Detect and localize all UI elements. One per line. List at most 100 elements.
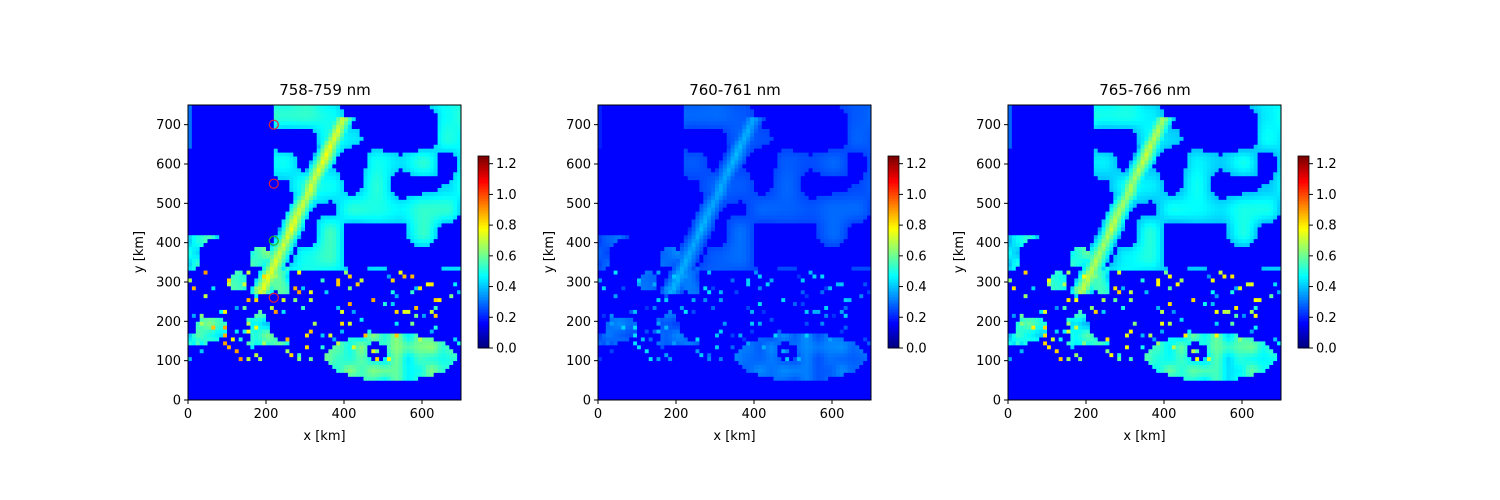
heatmap-cell: [285, 191, 290, 196]
heatmap-cell: [371, 219, 376, 224]
heatmap-cell: [238, 179, 243, 185]
heatmap-cell: [359, 183, 364, 188]
heatmap-cell: [308, 175, 314, 181]
heatmap-cell: [289, 238, 294, 244]
heatmap-cell: [215, 337, 220, 342]
heatmap-cell: [445, 274, 450, 279]
heatmap-cell: [289, 152, 294, 157]
heatmap-cell: [441, 285, 446, 291]
heatmap-cell: [219, 246, 224, 251]
heatmap-cell: [402, 258, 407, 263]
heatmap-cell: [293, 356, 298, 362]
heatmap-cell: [363, 175, 368, 181]
heatmap-cell: [410, 223, 415, 228]
heatmap-cell: [207, 297, 212, 303]
heatmap-cell: [429, 388, 435, 393]
heatmap-cell: [230, 136, 236, 141]
heatmap-cell: [305, 297, 310, 303]
heatmap-cell: [457, 191, 462, 196]
heatmap-cell: [324, 313, 329, 318]
heatmap-cell: [223, 278, 228, 283]
heatmap-cell: [398, 207, 403, 212]
heatmap-cell: [254, 274, 259, 279]
heatmap-cell: [441, 344, 446, 350]
heatmap-cell: [285, 329, 290, 334]
heatmap-cell: [433, 278, 438, 283]
heatmap-cell: [425, 215, 431, 220]
heatmap-cell: [324, 246, 329, 251]
heatmap-cell: [418, 140, 423, 145]
heatmap-cell: [336, 384, 341, 389]
heatmap-cell: [367, 195, 372, 200]
heatmap-cell: [402, 128, 407, 133]
heatmap-cell: [301, 199, 306, 204]
heatmap-cell: [410, 321, 415, 326]
heatmap-cell: [266, 230, 271, 236]
heatmap-cell: [188, 364, 193, 369]
heatmap-cell: [246, 223, 251, 228]
heatmap-cell: [406, 195, 411, 200]
heatmap-cell: [320, 317, 325, 322]
heatmap-cell: [266, 380, 271, 385]
heatmap-cell: [336, 348, 341, 354]
heatmap-cell: [379, 333, 384, 338]
heatmap-cell: [406, 348, 411, 354]
heatmap-cell: [379, 388, 384, 393]
heatmap-cell: [238, 293, 243, 299]
heatmap-cell: [266, 352, 271, 358]
heatmap-cell: [328, 329, 333, 334]
heatmap-cell: [250, 376, 255, 381]
heatmap-cell: [429, 242, 435, 247]
heatmap-cell: [195, 120, 201, 126]
heatmap-cell: [281, 215, 286, 220]
heatmap-cell: [234, 285, 240, 291]
heatmap-cell: [211, 254, 216, 259]
heatmap-cell: [289, 384, 294, 389]
heatmap-cell: [332, 289, 337, 295]
heatmap-cell: [234, 195, 240, 200]
heatmap-cell: [238, 167, 243, 173]
heatmap-cell: [344, 120, 349, 126]
heatmap-cell: [425, 136, 431, 141]
heatmap-cell: [277, 230, 282, 236]
heatmap-cell: [301, 384, 306, 389]
heatmap-cell: [437, 344, 442, 350]
heatmap-cell: [289, 167, 294, 173]
heatmap-cell: [441, 262, 446, 267]
heatmap-cell: [211, 183, 216, 188]
heatmap-cell: [289, 289, 294, 295]
heatmap-cell: [227, 179, 232, 185]
heatmap-cell: [367, 250, 372, 255]
heatmap-cell: [418, 199, 423, 204]
heatmap-cell: [441, 183, 446, 188]
heatmap-cell: [308, 337, 314, 342]
heatmap-cell: [293, 384, 298, 389]
heatmap-cell: [402, 246, 407, 251]
heatmap-cell: [191, 171, 197, 177]
heatmap-cell: [230, 230, 236, 236]
heatmap-cell: [418, 341, 423, 346]
heatmap-cell: [269, 191, 275, 196]
heatmap-cell: [297, 191, 302, 196]
heatmap-cell: [422, 266, 427, 271]
heatmap-cell: [344, 388, 349, 393]
heatmap-cell: [336, 289, 341, 295]
heatmap-cell: [230, 262, 236, 267]
heatmap-cell: [266, 120, 271, 126]
heatmap-cell: [433, 128, 438, 133]
heatmap-cell: [199, 380, 204, 385]
heatmap-cell: [195, 152, 201, 157]
heatmap-cell: [308, 238, 314, 244]
heatmap-cell: [277, 270, 282, 275]
heatmap-cell: [410, 329, 415, 334]
heatmap-cell: [188, 258, 193, 263]
heatmap-cell: [453, 285, 458, 291]
heatmap-cell: [324, 321, 329, 326]
heatmap-cell: [230, 270, 236, 275]
heatmap-cell: [410, 360, 415, 365]
heatmap-cell: [363, 124, 368, 129]
heatmap-cell: [351, 344, 357, 350]
heatmap-cell: [363, 376, 368, 381]
heatmap-cell: [445, 199, 450, 204]
heatmap-cell: [215, 242, 220, 247]
